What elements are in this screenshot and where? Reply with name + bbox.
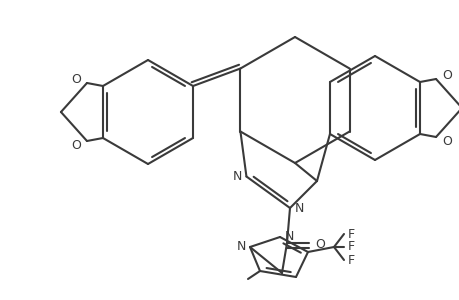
Text: F: F	[347, 254, 354, 266]
Text: O: O	[441, 134, 451, 148]
Text: N: N	[284, 230, 293, 244]
Text: O: O	[441, 68, 451, 82]
Text: F: F	[347, 227, 354, 241]
Text: O: O	[71, 139, 81, 152]
Text: O: O	[71, 73, 81, 85]
Text: N: N	[232, 170, 241, 183]
Text: N: N	[236, 241, 245, 254]
Text: N: N	[294, 202, 303, 214]
Text: O: O	[314, 238, 324, 251]
Text: F: F	[347, 241, 354, 254]
